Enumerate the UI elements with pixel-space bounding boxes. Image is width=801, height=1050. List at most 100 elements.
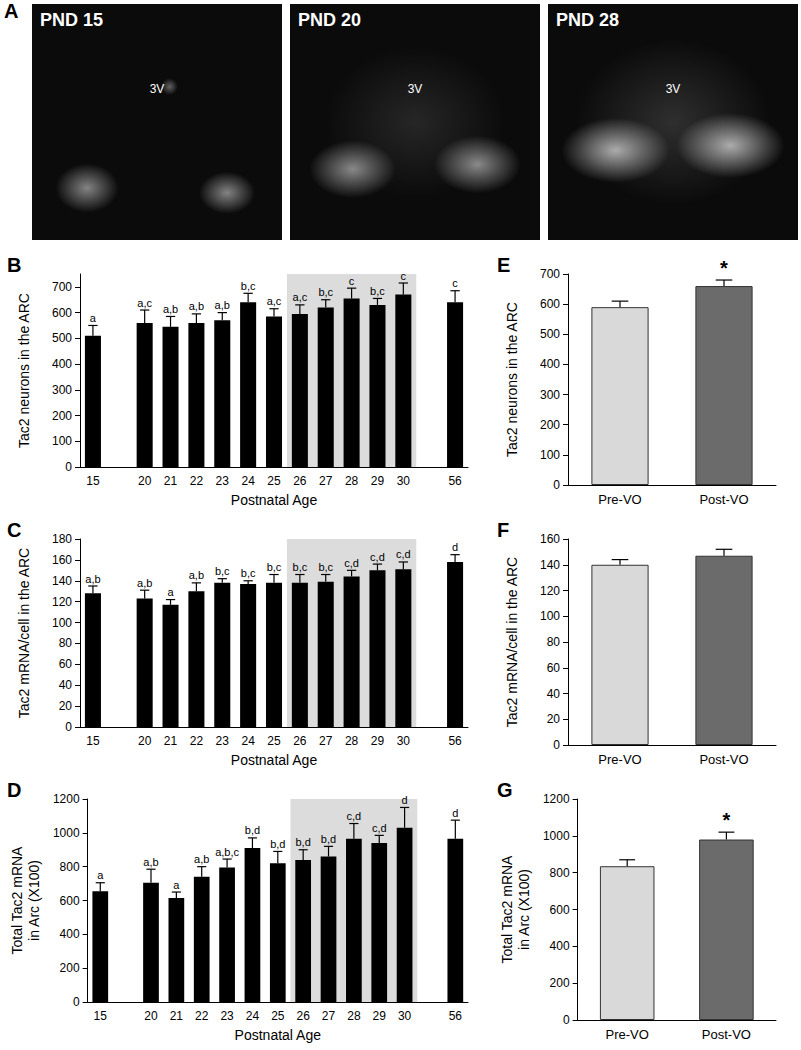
svg-text:160: 160 <box>52 553 72 567</box>
svg-text:b,c: b,c <box>370 285 385 297</box>
svg-text:21: 21 <box>164 474 178 488</box>
svg-text:40: 40 <box>547 687 561 701</box>
svg-text:0: 0 <box>65 460 72 474</box>
svg-text:C: C <box>7 519 21 541</box>
svg-text:0: 0 <box>553 738 560 752</box>
svg-text:D: D <box>7 779 21 801</box>
svg-text:24: 24 <box>241 734 255 748</box>
svg-text:20: 20 <box>138 474 152 488</box>
svg-text:60: 60 <box>547 661 561 675</box>
svg-text:a,b: a,b <box>143 856 158 868</box>
svg-text:*: * <box>720 257 728 279</box>
svg-text:120: 120 <box>52 595 72 609</box>
svg-text:Total Tac2 mRNA: Total Tac2 mRNA <box>9 846 25 955</box>
svg-text:21: 21 <box>164 734 178 748</box>
svg-text:Total Tac2 mRNA: Total Tac2 mRNA <box>499 855 515 964</box>
svg-text:28: 28 <box>345 474 359 488</box>
svg-text:100: 100 <box>52 616 72 630</box>
svg-text:20: 20 <box>144 1009 158 1023</box>
svg-text:a,c: a,c <box>293 291 308 303</box>
svg-text:26: 26 <box>296 1009 310 1023</box>
svg-text:b,d: b,d <box>270 838 285 850</box>
svg-text:a,c: a,c <box>267 295 282 307</box>
svg-text:80: 80 <box>547 635 561 649</box>
svg-text:400: 400 <box>52 357 72 371</box>
svg-text:100: 100 <box>52 434 72 448</box>
svg-text:25: 25 <box>271 1009 285 1023</box>
svg-text:22: 22 <box>195 1009 209 1023</box>
svg-text:0: 0 <box>563 1013 570 1027</box>
svg-text:29: 29 <box>373 1009 387 1023</box>
svg-text:700: 700 <box>540 267 560 281</box>
svg-text:1200: 1200 <box>53 792 80 806</box>
svg-text:700: 700 <box>52 280 72 294</box>
svg-text:300: 300 <box>540 388 560 402</box>
svg-text:28: 28 <box>345 734 359 748</box>
svg-text:27: 27 <box>322 1009 336 1023</box>
svg-text:b,c: b,c <box>215 565 230 577</box>
svg-text:26: 26 <box>293 474 307 488</box>
svg-text:200: 200 <box>550 976 570 990</box>
svg-text:56: 56 <box>448 474 462 488</box>
svg-text:30: 30 <box>398 1009 412 1023</box>
svg-text:24: 24 <box>241 474 255 488</box>
svg-text:30: 30 <box>397 474 411 488</box>
svg-text:27: 27 <box>319 734 333 748</box>
svg-text:a,b: a,b <box>163 303 178 315</box>
svg-text:a,b: a,b <box>194 853 209 865</box>
svg-text:23: 23 <box>216 474 230 488</box>
svg-text:0: 0 <box>73 995 80 1009</box>
svg-text:F: F <box>497 519 509 541</box>
svg-text:a,b: a,b <box>137 577 152 589</box>
svg-text:100: 100 <box>540 448 560 462</box>
svg-text:600: 600 <box>550 903 570 917</box>
svg-text:Post-VO: Post-VO <box>702 1027 751 1042</box>
svg-text:in Arc (X100): in Arc (X100) <box>516 869 532 950</box>
svg-text:22: 22 <box>190 474 204 488</box>
svg-text:600: 600 <box>540 297 560 311</box>
svg-text:a,b: a,b <box>189 569 204 581</box>
svg-text:b,c: b,c <box>241 280 256 292</box>
svg-text:40: 40 <box>59 678 73 692</box>
svg-text:56: 56 <box>449 1009 463 1023</box>
svg-text:c,d: c,d <box>344 557 359 569</box>
svg-text:160: 160 <box>540 532 560 546</box>
svg-text:600: 600 <box>52 306 72 320</box>
svg-text:15: 15 <box>94 1009 108 1023</box>
svg-text:800: 800 <box>550 866 570 880</box>
svg-text:a,b: a,b <box>189 300 204 312</box>
svg-text:a: a <box>167 586 174 598</box>
svg-text:a,b: a,b <box>215 299 230 311</box>
svg-text:Pre-VO: Pre-VO <box>598 752 641 767</box>
svg-text:c: c <box>401 270 407 282</box>
svg-text:29: 29 <box>371 474 385 488</box>
svg-text:28: 28 <box>347 1009 361 1023</box>
svg-text:b,c: b,c <box>318 561 333 573</box>
svg-text:a,b: a,b <box>85 573 100 585</box>
svg-text:200: 200 <box>52 409 72 423</box>
svg-text:600: 600 <box>60 894 80 908</box>
svg-text:15: 15 <box>86 474 100 488</box>
svg-text:Postnatal Age: Postnatal Age <box>235 1027 322 1043</box>
svg-text:Post-VO: Post-VO <box>699 492 748 507</box>
svg-text:24: 24 <box>246 1009 260 1023</box>
svg-text:0: 0 <box>553 478 560 492</box>
svg-text:Postnatal Age: Postnatal Age <box>231 752 318 768</box>
svg-text:30: 30 <box>397 734 411 748</box>
svg-text:Tac2 mRNA/cell in the ARC: Tac2 mRNA/cell in the ARC <box>16 548 32 718</box>
svg-text:Tac2 neurons in the ARC: Tac2 neurons in the ARC <box>16 293 32 448</box>
svg-text:20: 20 <box>138 734 152 748</box>
svg-text:c: c <box>452 277 458 289</box>
svg-text:23: 23 <box>220 1009 234 1023</box>
svg-text:a,b,c: a,b,c <box>215 846 239 858</box>
svg-text:0: 0 <box>65 720 72 734</box>
svg-text:B: B <box>7 254 21 276</box>
svg-text:200: 200 <box>540 418 560 432</box>
svg-text:c,d: c,d <box>372 822 387 834</box>
svg-text:E: E <box>497 254 510 276</box>
svg-text:20: 20 <box>59 699 73 713</box>
svg-text:800: 800 <box>60 860 80 874</box>
svg-text:1000: 1000 <box>53 826 80 840</box>
svg-text:a: a <box>90 312 97 324</box>
svg-text:Postnatal Age: Postnatal Age <box>231 492 318 508</box>
